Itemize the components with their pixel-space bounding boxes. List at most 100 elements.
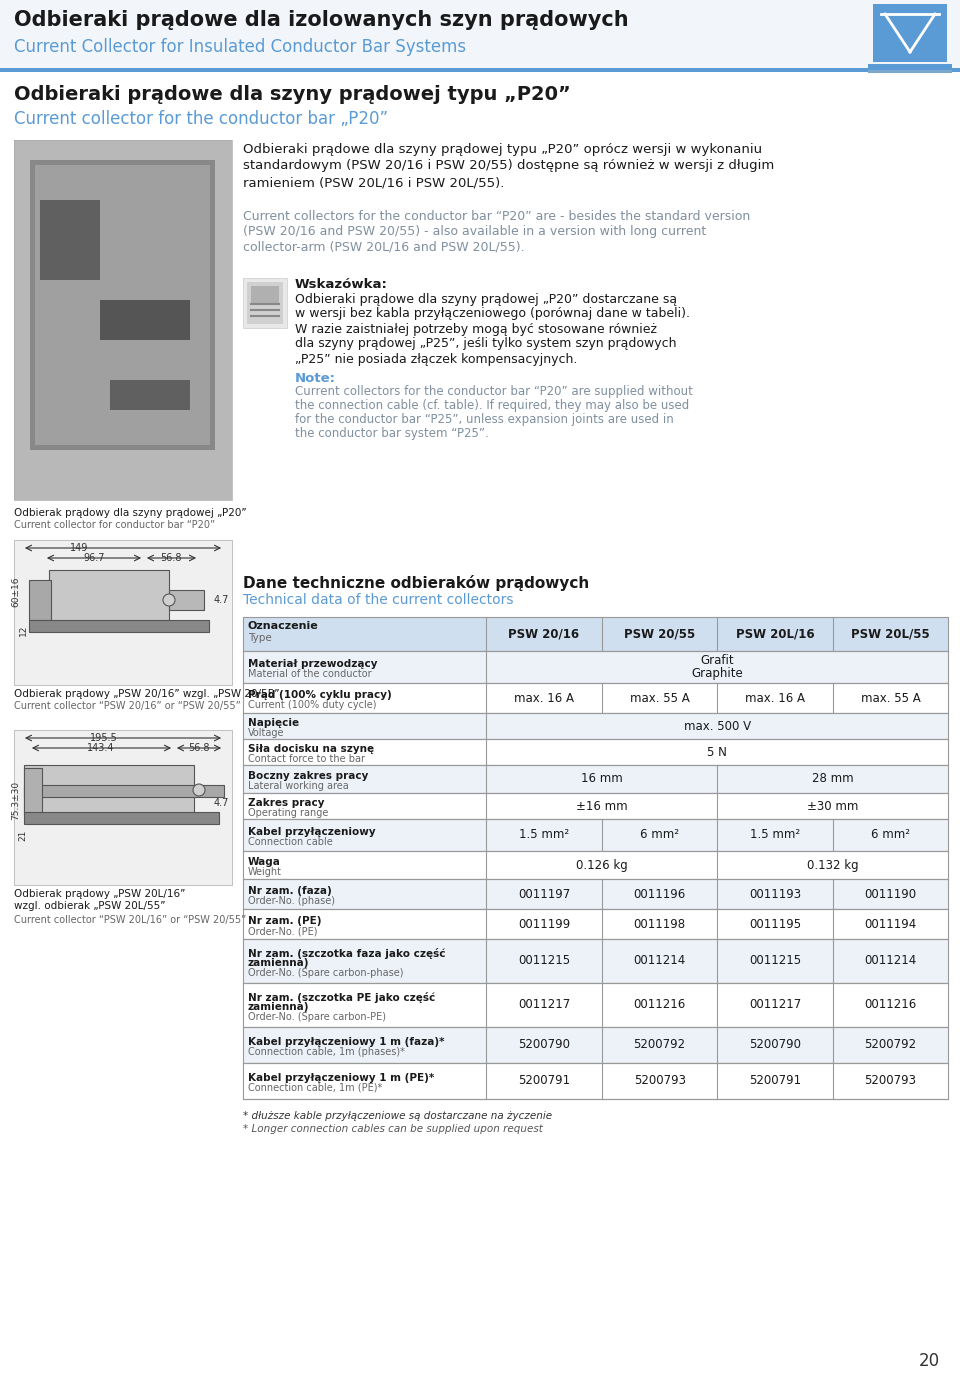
Text: Waga: Waga: [248, 857, 281, 867]
Text: Note:: Note:: [295, 371, 336, 385]
Text: 5200791: 5200791: [749, 1075, 802, 1088]
Bar: [24, 813, 219, 824]
Text: 21: 21: [18, 831, 28, 842]
Bar: [243, 983, 948, 1026]
Bar: [169, 590, 204, 610]
Text: max. 16 A: max. 16 A: [514, 692, 574, 704]
Text: W razie zaistniałej potrzeby mogą być stosowane również: W razie zaistniałej potrzeby mogą być st…: [295, 322, 657, 336]
Text: 0.132 kg: 0.132 kg: [807, 858, 858, 871]
Bar: [100, 300, 190, 340]
Text: Current collector “PSW 20/16” or “PSW 20/55”: Current collector “PSW 20/16” or “PSW 20…: [14, 701, 241, 711]
Bar: [35, 165, 210, 444]
Text: 0011215: 0011215: [749, 954, 802, 968]
Text: Operating range: Operating range: [248, 808, 328, 818]
Bar: [14, 140, 232, 500]
Text: Odbieraki prądowe dla izolowanych szyn prądowych: Odbieraki prądowe dla izolowanych szyn p…: [14, 10, 629, 31]
Text: 0011214: 0011214: [634, 954, 685, 968]
Bar: [24, 765, 194, 815]
Text: 56.8: 56.8: [160, 553, 181, 563]
Text: Material of the conductor: Material of the conductor: [248, 669, 372, 679]
Bar: [868, 64, 952, 68]
Text: 0.126 kg: 0.126 kg: [576, 858, 628, 871]
Text: max. 55 A: max. 55 A: [861, 692, 921, 704]
Text: 5200790: 5200790: [749, 1039, 802, 1051]
Text: 20: 20: [919, 1351, 940, 1370]
Text: „P25” nie posiada złączek kompensacyjnych.: „P25” nie posiada złączek kompensacyjnyc…: [295, 353, 577, 365]
Text: Nr zam. (PE): Nr zam. (PE): [248, 915, 322, 926]
Text: Odbieraki prądowe dla szyny prądowej typu „P20”: Odbieraki prądowe dla szyny prądowej typ…: [14, 85, 571, 104]
Text: Dane techniczne odbieraków prądowych: Dane techniczne odbieraków prądowych: [243, 575, 589, 590]
Bar: [243, 278, 287, 328]
Bar: [243, 683, 948, 713]
Text: Zakres pracy: Zakres pracy: [248, 799, 324, 808]
Text: PSW 20L/55: PSW 20L/55: [852, 628, 930, 640]
Text: Kabel przyłączeniowy 1 m (PE)*: Kabel przyłączeniowy 1 m (PE)*: [248, 1072, 434, 1083]
Bar: [24, 785, 224, 797]
Bar: [243, 739, 948, 765]
Text: 5200793: 5200793: [865, 1075, 917, 1088]
Circle shape: [193, 783, 205, 796]
Text: Current collector for the conductor bar „P20”: Current collector for the conductor bar …: [14, 110, 388, 128]
Text: PSW 20/55: PSW 20/55: [624, 628, 695, 640]
Text: Kabel przyłączeniowy: Kabel przyłączeniowy: [248, 826, 375, 838]
Text: zamienna): zamienna): [248, 1001, 309, 1013]
Bar: [30, 160, 215, 450]
Text: Siła docisku na szynę: Siła docisku na szynę: [248, 745, 374, 754]
Text: 0011193: 0011193: [749, 888, 802, 900]
Text: 0011190: 0011190: [864, 888, 917, 900]
Text: 0011216: 0011216: [634, 999, 685, 1011]
Text: 56.8: 56.8: [188, 743, 209, 753]
Text: for the conductor bar “P25”, unless expansion joints are used in: for the conductor bar “P25”, unless expa…: [295, 414, 674, 426]
Text: 149: 149: [70, 543, 88, 553]
Bar: [868, 69, 952, 74]
Bar: [873, 4, 947, 63]
Text: * Longer connection cables can be supplied upon request: * Longer connection cables can be suppli…: [243, 1124, 542, 1133]
Text: 0011194: 0011194: [864, 918, 917, 931]
Text: 1.5 mm²: 1.5 mm²: [750, 828, 801, 842]
Text: collector-arm (PSW 20L/16 and PSW 20L/55).: collector-arm (PSW 20L/16 and PSW 20L/55…: [243, 240, 524, 254]
Text: Order-No. (Spare carbon-phase): Order-No. (Spare carbon-phase): [248, 968, 403, 978]
Text: 143.4: 143.4: [87, 743, 115, 753]
Text: 0011214: 0011214: [864, 954, 917, 968]
Bar: [49, 569, 169, 625]
Text: 5200793: 5200793: [634, 1075, 685, 1088]
Text: Current collectors for the conductor bar “P20” are - besides the standard versio: Current collectors for the conductor bar…: [243, 211, 751, 224]
Text: Lateral working area: Lateral working area: [248, 781, 348, 790]
Text: Connection cable: Connection cable: [248, 838, 333, 847]
Bar: [243, 617, 948, 651]
Bar: [14, 540, 232, 685]
Text: Order-No. (phase): Order-No. (phase): [248, 896, 335, 906]
Text: 195.5: 195.5: [90, 733, 118, 743]
Bar: [243, 793, 948, 820]
Text: 4.7: 4.7: [214, 594, 229, 606]
Circle shape: [163, 594, 175, 606]
Text: Grafit: Grafit: [700, 654, 734, 668]
Bar: [40, 200, 100, 281]
Bar: [14, 140, 232, 500]
Text: * dłuższe kable przyłączeniowe są dostarczane na życzenie: * dłuższe kable przyłączeniowe są dostar…: [243, 1111, 552, 1121]
Text: Materiał przewodzący: Materiał przewodzący: [248, 658, 377, 669]
Text: Odbieraki prądowe dla szyny prądowej typu „P20” oprócz wersji w wykonaniu: Odbieraki prądowe dla szyny prądowej typ…: [243, 143, 762, 156]
Text: Current collectors for the conductor bar “P20” are supplied without: Current collectors for the conductor bar…: [295, 386, 693, 399]
Text: 6 mm²: 6 mm²: [871, 828, 910, 842]
Text: Nr zam. (szczotka faza jako część: Nr zam. (szczotka faza jako część: [248, 949, 445, 958]
Text: 0011198: 0011198: [634, 918, 685, 931]
Bar: [243, 939, 948, 983]
Text: 0011196: 0011196: [634, 888, 685, 900]
Text: Connection cable, 1m (phases)*: Connection cable, 1m (phases)*: [248, 1047, 405, 1057]
Text: ±16 mm: ±16 mm: [576, 800, 628, 813]
Text: Type: Type: [248, 633, 272, 643]
Text: max. 16 A: max. 16 A: [745, 692, 805, 704]
Text: 5200792: 5200792: [634, 1039, 685, 1051]
Text: 0011217: 0011217: [517, 999, 570, 1011]
Text: standardowym (PSW 20/16 i PSW 20/55) dostępne są również w wersji z długim: standardowym (PSW 20/16 i PSW 20/55) dos…: [243, 160, 775, 172]
Text: 75.3±30: 75.3±30: [12, 781, 20, 820]
Text: max. 55 A: max. 55 A: [630, 692, 689, 704]
Text: Voltage: Voltage: [248, 728, 284, 738]
Text: 60±16: 60±16: [12, 576, 20, 607]
Text: Nr zam. (szczotka PE jako część: Nr zam. (szczotka PE jako część: [248, 992, 435, 1003]
Text: Technical data of the current collectors: Technical data of the current collectors: [243, 593, 514, 607]
Text: Weight: Weight: [248, 867, 282, 876]
Text: ±30 mm: ±30 mm: [807, 800, 858, 813]
Text: max. 500 V: max. 500 V: [684, 720, 751, 732]
